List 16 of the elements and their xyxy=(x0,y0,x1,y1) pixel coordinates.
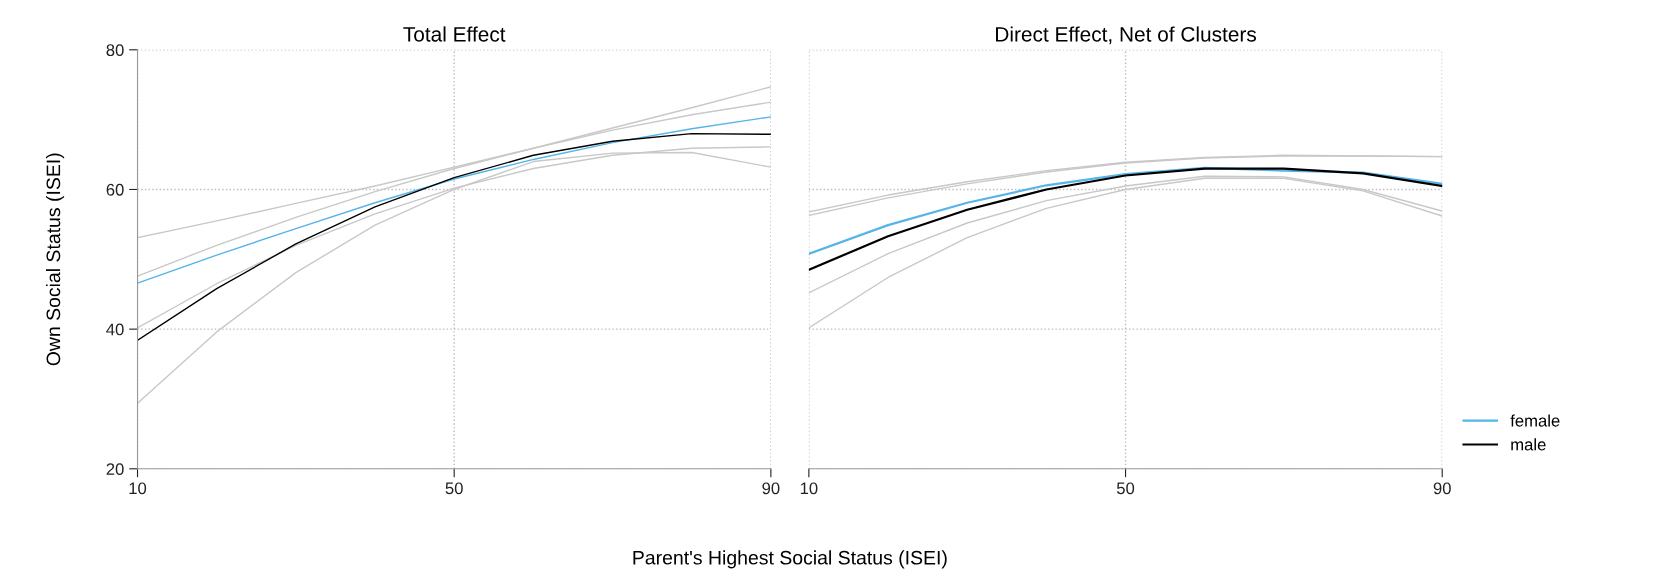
x-tick-label: 50 xyxy=(445,482,463,495)
legend-label: female xyxy=(1510,414,1560,427)
x-tick-label: 90 xyxy=(1433,482,1451,495)
x-axis-title: Parent's Highest Social Status (ISEI) xyxy=(633,550,947,569)
y-tick-label: 60 xyxy=(106,183,124,196)
y-tick-label: 20 xyxy=(106,463,124,475)
legend-label: male xyxy=(1511,438,1546,451)
chart-title: Direct Effect, Net of Clusters xyxy=(996,26,1257,45)
x-tick-label: 50 xyxy=(1116,482,1135,495)
x-tick-label: 10 xyxy=(800,482,818,495)
y-tick-label: 80 xyxy=(106,44,124,57)
chart-title: Total Effect xyxy=(403,26,506,42)
x-tick-label: 90 xyxy=(762,482,780,495)
y-tick-label: 40 xyxy=(106,323,124,336)
x-tick-label: 10 xyxy=(129,482,147,495)
y-axis-title: Own Social Status (ISEI) xyxy=(45,153,65,366)
